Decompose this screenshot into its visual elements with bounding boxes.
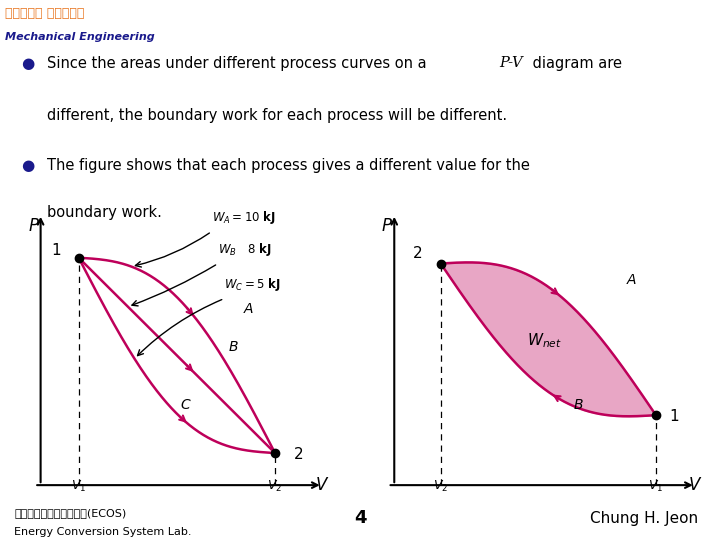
Text: $W_C = 5\ \mathbf{kJ}$: $W_C = 5\ \mathbf{kJ}$ xyxy=(225,276,281,293)
Text: 에너지변환시스템연구실(ECOS): 에너지변환시스템연구실(ECOS) xyxy=(14,508,127,518)
Text: boundary work.: boundary work. xyxy=(47,205,162,220)
Text: 부산대학교 기계공학부: 부산대학교 기계공학부 xyxy=(6,7,85,21)
Text: Chung H. Jeon: Chung H. Jeon xyxy=(590,511,698,526)
Text: $P$: $P$ xyxy=(381,217,393,235)
Text: ●: ● xyxy=(22,158,35,173)
Text: $V_1$: $V_1$ xyxy=(71,479,86,494)
Text: $V$: $V$ xyxy=(315,476,329,494)
Text: $V$: $V$ xyxy=(688,476,702,494)
Text: $B$: $B$ xyxy=(573,399,584,413)
Text: $V_2$: $V_2$ xyxy=(267,479,283,494)
Text: 2: 2 xyxy=(294,447,304,462)
Text: $A$: $A$ xyxy=(243,302,255,316)
Text: Energy Conversion System Lab.: Energy Conversion System Lab. xyxy=(14,527,192,537)
Text: The figure shows that each process gives a different value for the: The figure shows that each process gives… xyxy=(47,158,530,173)
Text: $B$: $B$ xyxy=(228,340,238,354)
Text: 2: 2 xyxy=(413,246,422,261)
Text: $V_1$: $V_1$ xyxy=(648,479,664,494)
Text: $C$: $C$ xyxy=(180,399,192,413)
Text: Since the areas under different process curves on a: Since the areas under different process … xyxy=(47,57,431,71)
Text: P-V: P-V xyxy=(499,57,523,70)
Text: $W_A = 10\ \mathbf{kJ}$: $W_A = 10\ \mathbf{kJ}$ xyxy=(212,208,276,226)
Text: 4: 4 xyxy=(354,509,366,528)
Text: Mechanical Engineering: Mechanical Engineering xyxy=(6,31,155,42)
Text: $A$: $A$ xyxy=(626,273,637,287)
Text: 1: 1 xyxy=(52,243,61,258)
Text: $W_B\ \ \ 8\ \mathbf{kJ}$: $W_B\ \ \ 8\ \mathbf{kJ}$ xyxy=(218,241,271,258)
Text: $P$: $P$ xyxy=(28,217,40,235)
Text: $W_{net}$: $W_{net}$ xyxy=(527,331,562,350)
Text: diagram are: diagram are xyxy=(528,57,622,71)
Text: ●: ● xyxy=(22,57,35,71)
Text: $V_2$: $V_2$ xyxy=(433,479,449,494)
Text: 1: 1 xyxy=(669,409,679,424)
Text: different, the boundary work for each process will be different.: different, the boundary work for each pr… xyxy=(47,108,507,123)
